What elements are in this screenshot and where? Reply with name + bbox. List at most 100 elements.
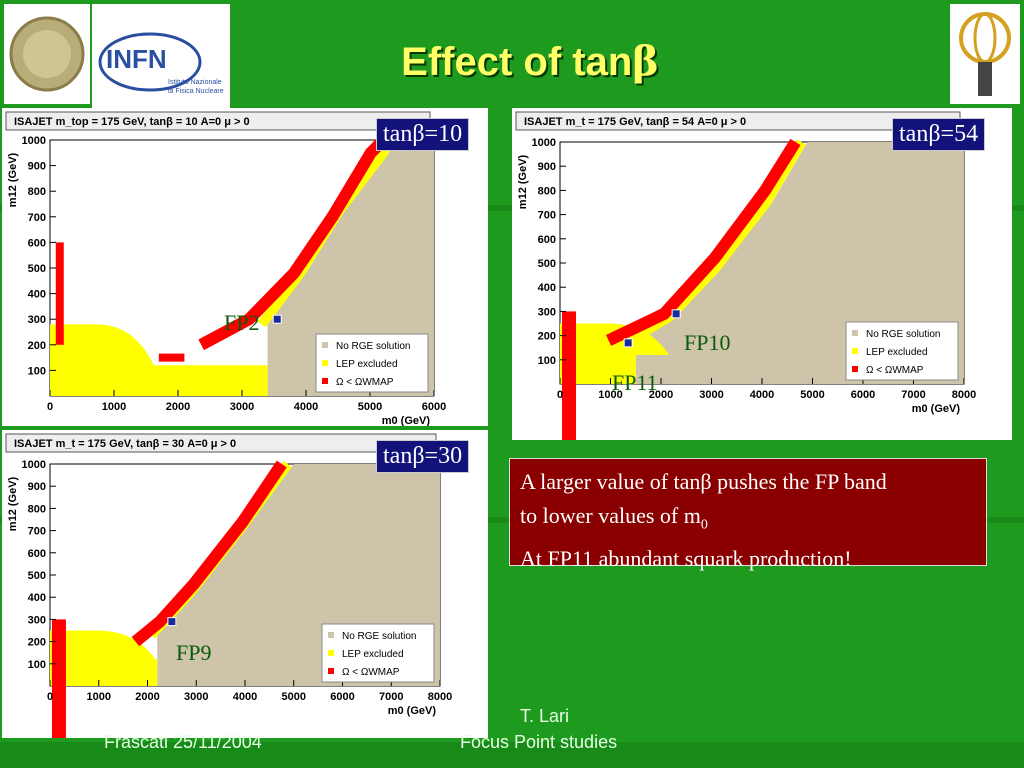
svg-text:INFN: INFN bbox=[106, 44, 167, 74]
fp-marker bbox=[671, 309, 681, 319]
x-tick-label: 1000 bbox=[87, 691, 111, 703]
legend-entry: Ω < ΩWMAP bbox=[342, 667, 400, 678]
y-tick-label: 800 bbox=[28, 186, 46, 198]
x-tick-label: 6000 bbox=[330, 691, 354, 703]
x-tick-label: 3000 bbox=[184, 691, 208, 703]
y-axis-label: m12 (GeV) bbox=[7, 476, 19, 531]
beta-symbol: β bbox=[632, 38, 659, 85]
legend-swatch bbox=[322, 360, 328, 366]
y-tick-label: 900 bbox=[28, 161, 46, 173]
y-tick-label: 600 bbox=[538, 234, 556, 246]
legend-entry: No RGE solution bbox=[342, 631, 416, 642]
x-tick-label: 2000 bbox=[135, 691, 159, 703]
conclusion-box: A larger value of tanβ pushes the FP ban… bbox=[509, 458, 987, 571]
atlas-logo bbox=[950, 4, 1020, 104]
wmap-band bbox=[198, 135, 388, 351]
legend-swatch bbox=[328, 632, 334, 638]
y-axis-label: m12 (GeV) bbox=[517, 154, 529, 209]
x-tick-label: 3000 bbox=[230, 401, 254, 413]
y-tick-label: 400 bbox=[28, 592, 46, 604]
y-tick-label: 800 bbox=[28, 503, 46, 515]
wmap-left-strip bbox=[51, 619, 66, 738]
x-tick-label: 6000 bbox=[422, 401, 446, 413]
legend-entry: LEP excluded bbox=[866, 347, 928, 358]
fp2-label: FP2 bbox=[224, 310, 260, 335]
wmap-left-strip bbox=[55, 242, 64, 345]
fp-marker bbox=[623, 338, 633, 348]
x-tick-label: 2000 bbox=[166, 401, 190, 413]
lep-edge-band bbox=[627, 139, 806, 345]
lep-excluded-region bbox=[50, 324, 268, 396]
x-tick-label: 1000 bbox=[598, 389, 622, 401]
y-tick-label: 600 bbox=[28, 237, 46, 249]
tag-tanb30: tanβ=30 bbox=[376, 440, 470, 473]
y-tick-label: 100 bbox=[28, 365, 46, 377]
x-tick-label: 8000 bbox=[952, 389, 976, 401]
y-tick-label: 200 bbox=[538, 331, 556, 343]
fp11-label: FP11 bbox=[612, 370, 658, 395]
tag-tanb54: tanβ=54 bbox=[892, 118, 986, 151]
legend-swatch bbox=[852, 348, 858, 354]
slide-title: Effect of tanβ bbox=[401, 38, 659, 85]
y-tick-label: 900 bbox=[28, 481, 46, 493]
legend-entry: No RGE solution bbox=[336, 341, 410, 352]
wmap-left-strip bbox=[562, 311, 577, 440]
y-tick-label: 700 bbox=[538, 210, 556, 222]
x-tick-label: 4000 bbox=[750, 389, 774, 401]
x-axis-label: m0 (GeV) bbox=[388, 705, 437, 717]
x-tick-label: 7000 bbox=[379, 691, 403, 703]
svg-text:Istituto Nazionale: Istituto Nazionale bbox=[168, 79, 222, 86]
fp10-label: FP10 bbox=[684, 330, 731, 355]
tag-tanb10: tanβ=10 bbox=[376, 118, 470, 151]
chart-svg: ISAJET m_top = 175 GeV, tanβ = 10 A=0 μ … bbox=[5, 111, 446, 426]
legend-entry: Ω < ΩWMAP bbox=[866, 365, 924, 376]
x-tick-label: 5000 bbox=[358, 401, 382, 413]
legend-entry: Ω < ΩWMAP bbox=[336, 377, 394, 388]
y-tick-label: 300 bbox=[28, 314, 46, 326]
x-tick-label: 0 bbox=[47, 401, 53, 413]
x-axis-label: m0 (GeV) bbox=[912, 403, 961, 415]
fp9-label: FP9 bbox=[176, 640, 212, 665]
y-tick-label: 100 bbox=[538, 355, 556, 367]
legend-swatch bbox=[328, 650, 334, 656]
legend-box bbox=[315, 333, 429, 393]
lep-excluded-region bbox=[50, 630, 158, 686]
plot-panel-tanb10: ISAJET m_top = 175 GeV, tanβ = 10 A=0 μ … bbox=[2, 108, 488, 426]
y-tick-label: 400 bbox=[538, 282, 556, 294]
x-tick-label: 4000 bbox=[233, 691, 257, 703]
x-tick-label: 5000 bbox=[282, 691, 306, 703]
plot-panel-tanb30: ISAJET m_t = 175 GeV, tanβ = 30 A=0 μ > … bbox=[2, 430, 488, 738]
x-tick-label: 4000 bbox=[294, 401, 318, 413]
svg-text:di Fisica Nucleare: di Fisica Nucleare bbox=[168, 88, 224, 95]
footer-author: T. Lari bbox=[520, 706, 570, 726]
legend-swatch bbox=[852, 366, 858, 372]
y-tick-label: 200 bbox=[28, 637, 46, 649]
legend-entry: LEP excluded bbox=[342, 649, 404, 660]
plot-panel-tanb54: ISAJET m_t = 175 GeV, tanβ = 54 A=0 μ > … bbox=[512, 108, 1012, 440]
y-tick-label: 500 bbox=[28, 570, 46, 582]
y-tick-label: 200 bbox=[28, 340, 46, 352]
x-tick-label: 0 bbox=[557, 389, 563, 401]
legend-box bbox=[321, 623, 435, 683]
x-tick-label: 7000 bbox=[901, 389, 925, 401]
chart-svg: ISAJET m_t = 175 GeV, tanβ = 30 A=0 μ > … bbox=[5, 433, 452, 738]
x-axis-label: m0 (GeV) bbox=[382, 415, 431, 426]
legend-entry: No RGE solution bbox=[866, 329, 940, 340]
y-tick-label: 300 bbox=[28, 614, 46, 626]
x-tick-label: 6000 bbox=[851, 389, 875, 401]
footer-talk: Focus Point studies bbox=[460, 732, 618, 752]
legend-swatch bbox=[322, 378, 328, 384]
wmap-band bbox=[131, 460, 287, 647]
fp-marker bbox=[167, 617, 177, 627]
y-tick-label: 400 bbox=[28, 289, 46, 301]
fp-marker bbox=[272, 314, 282, 324]
legend-swatch bbox=[328, 668, 334, 674]
legend-swatch bbox=[852, 330, 858, 336]
y-tick-label: 900 bbox=[538, 161, 556, 173]
infn-logo: INFN Istituto Nazionale di Fisica Nuclea… bbox=[92, 4, 230, 108]
x-tick-label: 1000 bbox=[102, 401, 126, 413]
wmap-low-strip bbox=[158, 353, 185, 362]
x-tick-label: 2000 bbox=[649, 389, 673, 401]
y-tick-label: 800 bbox=[538, 185, 556, 197]
legend-box bbox=[845, 321, 959, 381]
